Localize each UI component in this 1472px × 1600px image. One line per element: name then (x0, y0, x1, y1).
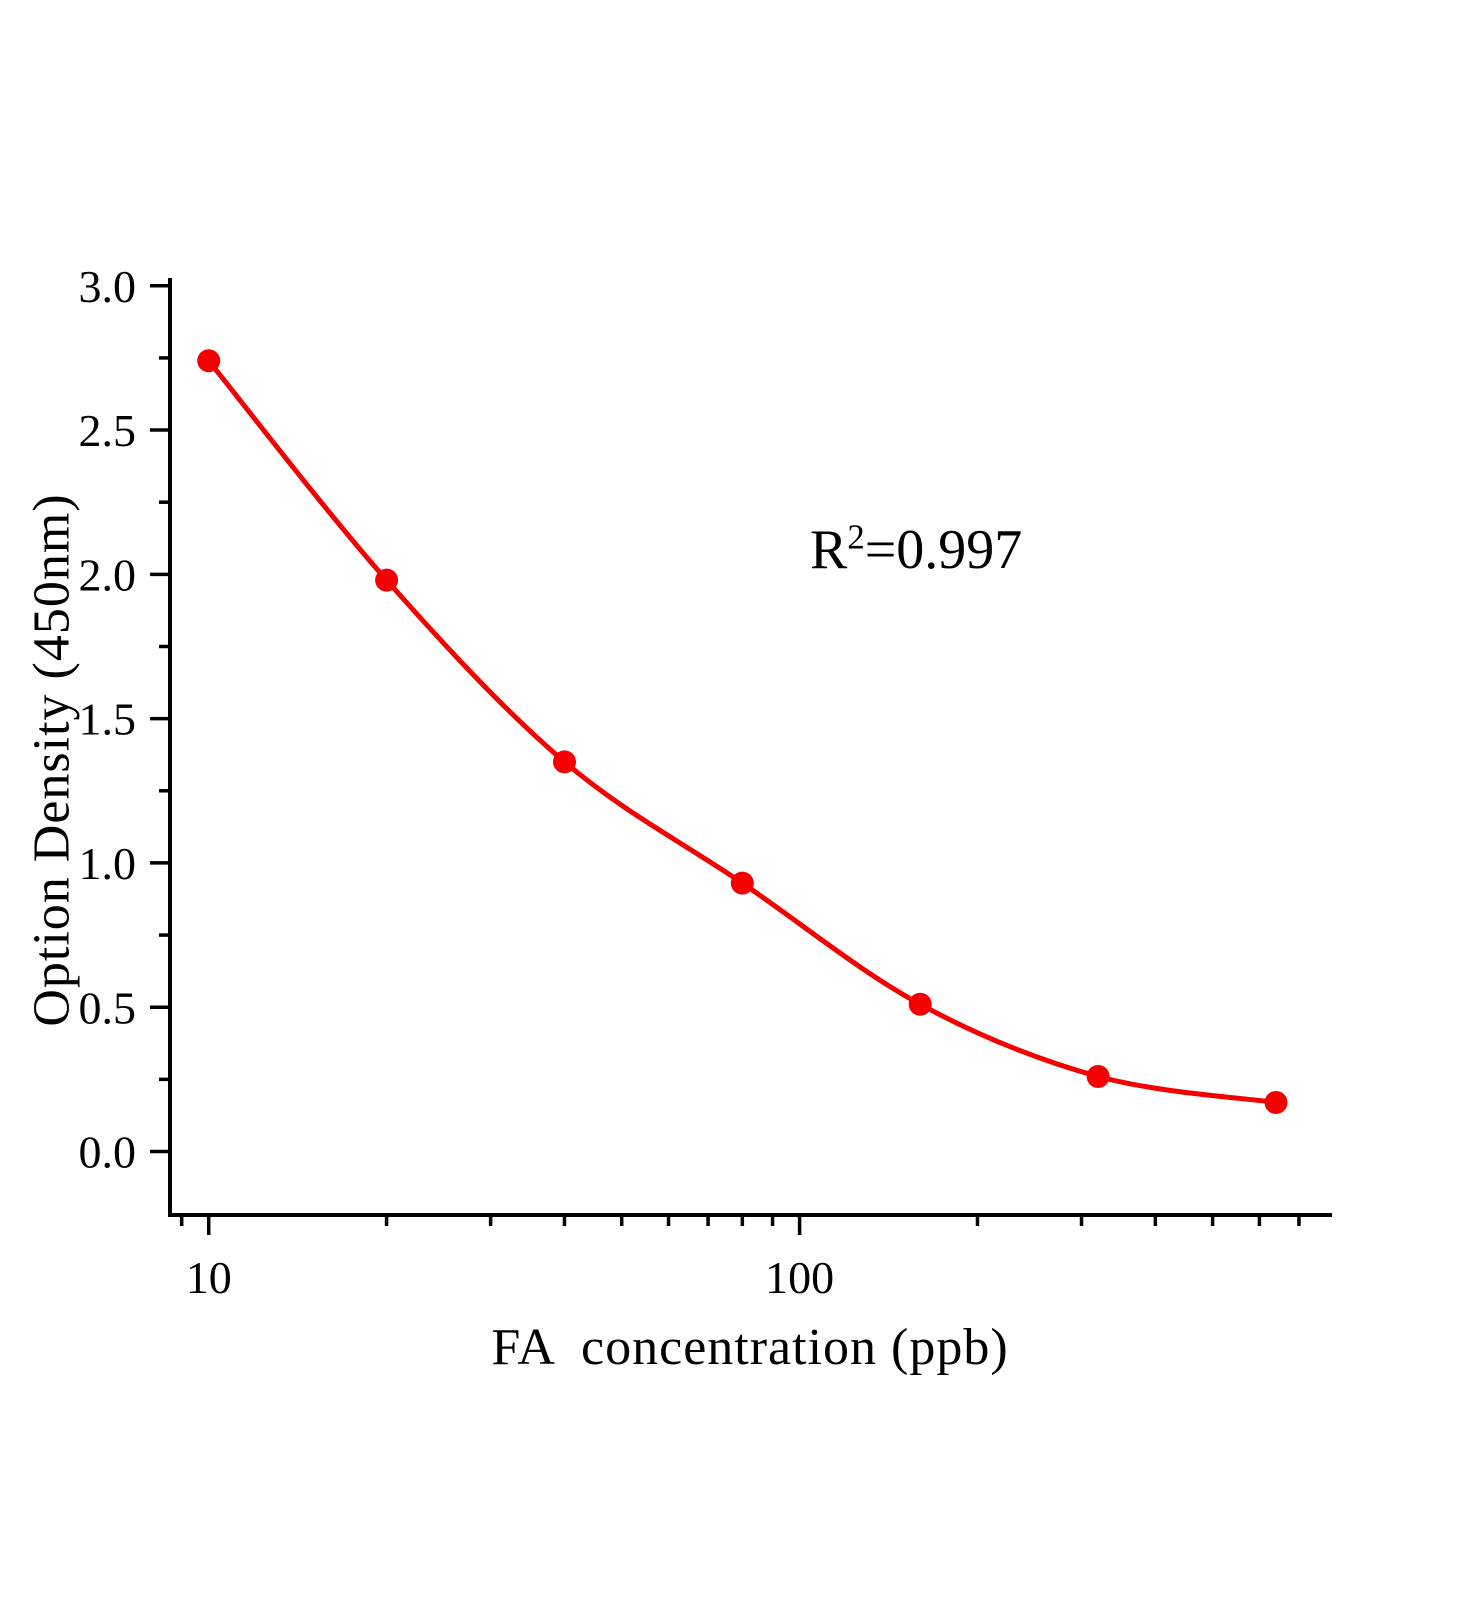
data-point (730, 871, 754, 895)
x-tick-label: 10 (186, 1252, 232, 1303)
r-squared-exponent: 2 (847, 517, 865, 557)
axis-lines (168, 278, 1332, 1217)
data-point (375, 568, 399, 592)
y-tick-label: 0.5 (79, 982, 137, 1033)
y-tick-label: 1.5 (79, 694, 137, 745)
data-point (1086, 1065, 1110, 1088)
y-tick-label: 2.0 (79, 549, 137, 600)
data-point (553, 750, 576, 774)
data-series (197, 349, 1288, 1114)
x-tick-label: 100 (765, 1252, 834, 1303)
r-squared-annotation: R2=0.997 (810, 518, 1022, 582)
y-tick-label: 2.5 (79, 405, 137, 456)
data-point (197, 349, 221, 373)
y-tick-label: 1.0 (79, 838, 137, 889)
y-tick-label: 3.0 (79, 261, 137, 312)
data-point (908, 992, 932, 1016)
y-axis: 0.0 0.5 1.0 1.5 2.0 2.5 3.0 (79, 261, 170, 1178)
axes (168, 278, 1332, 1217)
data-point (1264, 1091, 1288, 1114)
fit-curve (206, 358, 1279, 1105)
x-axis-title: FA concentration (ppb) (491, 1319, 1009, 1376)
y-tick-label: 0.0 (79, 1127, 137, 1178)
y-axis-title: Option Density (450nm) (23, 493, 81, 1027)
r-squared-base: R (810, 519, 848, 581)
x-axis: 10 100 (179, 1215, 1301, 1303)
r-squared-value: =0.997 (864, 519, 1023, 581)
